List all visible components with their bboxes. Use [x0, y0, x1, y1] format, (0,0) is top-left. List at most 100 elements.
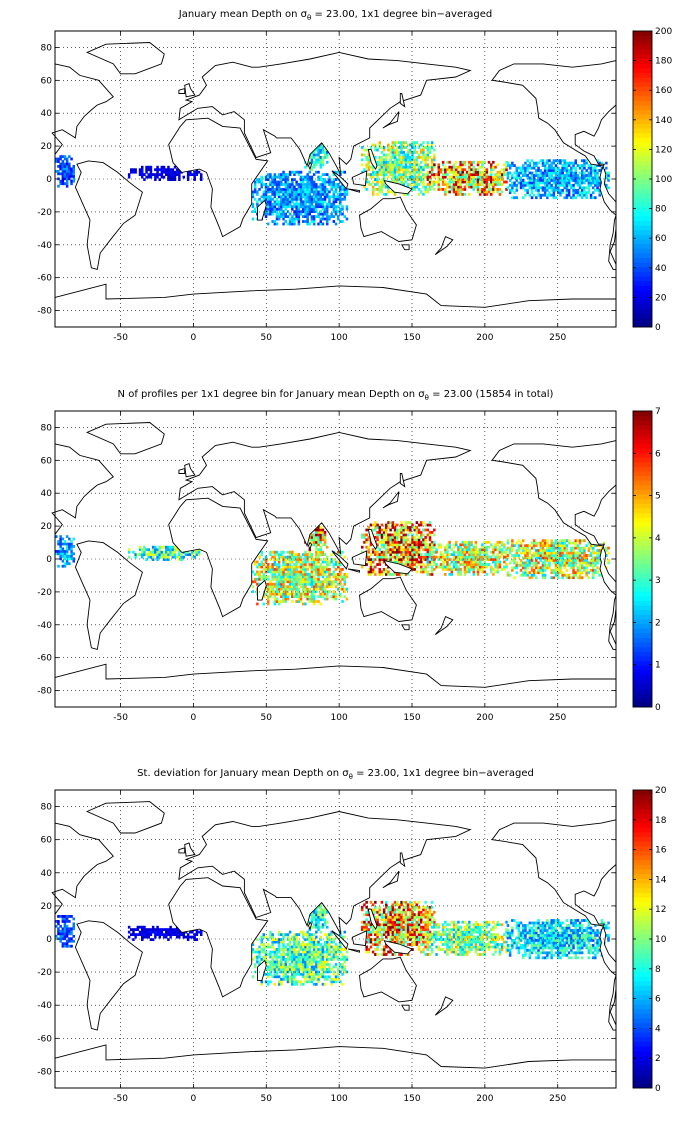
heatmap-cell — [415, 528, 419, 532]
heatmap-cell — [463, 565, 467, 569]
heatmap-cell — [293, 565, 296, 569]
heatmap-cell — [308, 212, 311, 216]
heatmap-cell — [269, 930, 272, 934]
heatmap-cell — [65, 535, 69, 538]
heatmap-cell — [374, 188, 377, 191]
heatmap-cell — [557, 159, 560, 163]
heatmap-cell — [483, 555, 486, 559]
heatmap-cell — [147, 933, 150, 936]
heatmap-cell — [319, 183, 322, 186]
heatmap-cell — [541, 549, 545, 552]
heatmap-cell — [332, 592, 336, 596]
heatmap-cell — [546, 559, 549, 562]
heatmap-cell — [260, 175, 263, 179]
heatmap-cell — [330, 560, 333, 564]
heatmap-cell — [563, 554, 566, 557]
heatmap-cell — [468, 168, 471, 172]
heatmap-cell — [385, 543, 388, 547]
heatmap-cell — [376, 160, 379, 164]
heatmap-cell — [286, 178, 290, 181]
heatmap-cell — [517, 174, 521, 177]
heatmap-cell — [326, 577, 329, 581]
heatmap-cell — [68, 944, 71, 948]
heatmap-cell — [280, 550, 283, 554]
heatmap-cell — [563, 161, 566, 165]
heatmap-cell — [411, 180, 414, 184]
heatmap-cell — [413, 538, 416, 542]
heatmap-cell — [596, 554, 599, 557]
heatmap-cell — [284, 958, 287, 961]
heatmap-cell — [409, 550, 412, 554]
heatmap-cell — [468, 563, 471, 566]
heatmap-cell — [332, 582, 336, 586]
heatmap-cell — [481, 543, 484, 547]
heatmap-cell — [592, 568, 595, 572]
heatmap-cell — [426, 146, 430, 149]
heatmap-cell — [459, 190, 462, 194]
heatmap-cell — [264, 575, 268, 579]
heatmap-cell — [280, 958, 283, 961]
heatmap-cell — [167, 545, 170, 549]
heatmap-cell — [393, 523, 397, 527]
heatmap-cell — [288, 553, 292, 556]
heatmap-cell — [288, 560, 292, 564]
landmass — [401, 624, 410, 631]
heatmap-cell — [260, 178, 263, 181]
heatmap-cell — [398, 550, 401, 554]
heatmap-cell — [282, 938, 285, 941]
heatmap-cell — [57, 552, 60, 556]
heatmap-cell — [505, 558, 508, 561]
heatmap-cell — [328, 215, 331, 218]
heatmap-cell — [483, 548, 486, 552]
heatmap-cell — [304, 212, 307, 216]
heatmap-cell — [420, 178, 423, 181]
heatmap-cell — [526, 166, 529, 170]
heatmap-cell — [271, 573, 274, 576]
heatmap-cell — [308, 590, 311, 593]
heatmap-cell — [532, 176, 536, 180]
heatmap-cell — [371, 168, 375, 172]
heatmap-cell — [424, 153, 427, 157]
heatmap-cell — [317, 526, 320, 529]
heatmap-cell — [455, 555, 458, 559]
heatmap-cell — [138, 553, 142, 556]
heatmap-cell — [470, 555, 473, 559]
heatmap-cell — [496, 190, 499, 194]
heatmap-cell — [422, 158, 425, 162]
heatmap-cell — [59, 937, 62, 941]
heatmap-cell — [483, 560, 486, 564]
heatmap-cell — [293, 980, 296, 984]
heatmap-cell — [457, 545, 460, 549]
heatmap-cell — [323, 580, 327, 584]
heatmap-cell — [589, 561, 593, 565]
heatmap-cell — [581, 186, 584, 190]
heatmap-cell — [332, 207, 336, 211]
heatmap-cell — [378, 560, 381, 564]
heatmap-cell — [548, 566, 551, 570]
heatmap-cell — [389, 538, 392, 542]
heatmap-cell — [474, 540, 478, 544]
heatmap-cell — [365, 545, 368, 549]
heatmap-cell — [61, 177, 65, 181]
heatmap-cell — [295, 970, 298, 974]
heatmap-cell — [275, 950, 279, 954]
heatmap-cell — [319, 197, 322, 201]
heatmap-cell — [457, 565, 460, 569]
heatmap-cell — [284, 193, 287, 196]
heatmap-cell — [415, 151, 419, 154]
heatmap-cell — [426, 151, 430, 154]
heatmap-cell — [293, 558, 296, 561]
heatmap-cell — [173, 170, 177, 174]
heatmap-cell — [476, 555, 480, 559]
heatmap-cell — [406, 148, 410, 152]
heatmap-cell — [136, 933, 140, 936]
heatmap-cell — [371, 523, 375, 527]
heatmap-cell — [63, 172, 67, 176]
heatmap-cell — [337, 575, 340, 579]
heatmap-cell — [169, 178, 172, 181]
heatmap-cell — [385, 550, 388, 554]
heatmap-cell — [528, 161, 532, 165]
heatmap-cell — [583, 171, 586, 175]
heatmap-cell — [295, 592, 298, 596]
heatmap-cell — [476, 568, 480, 571]
